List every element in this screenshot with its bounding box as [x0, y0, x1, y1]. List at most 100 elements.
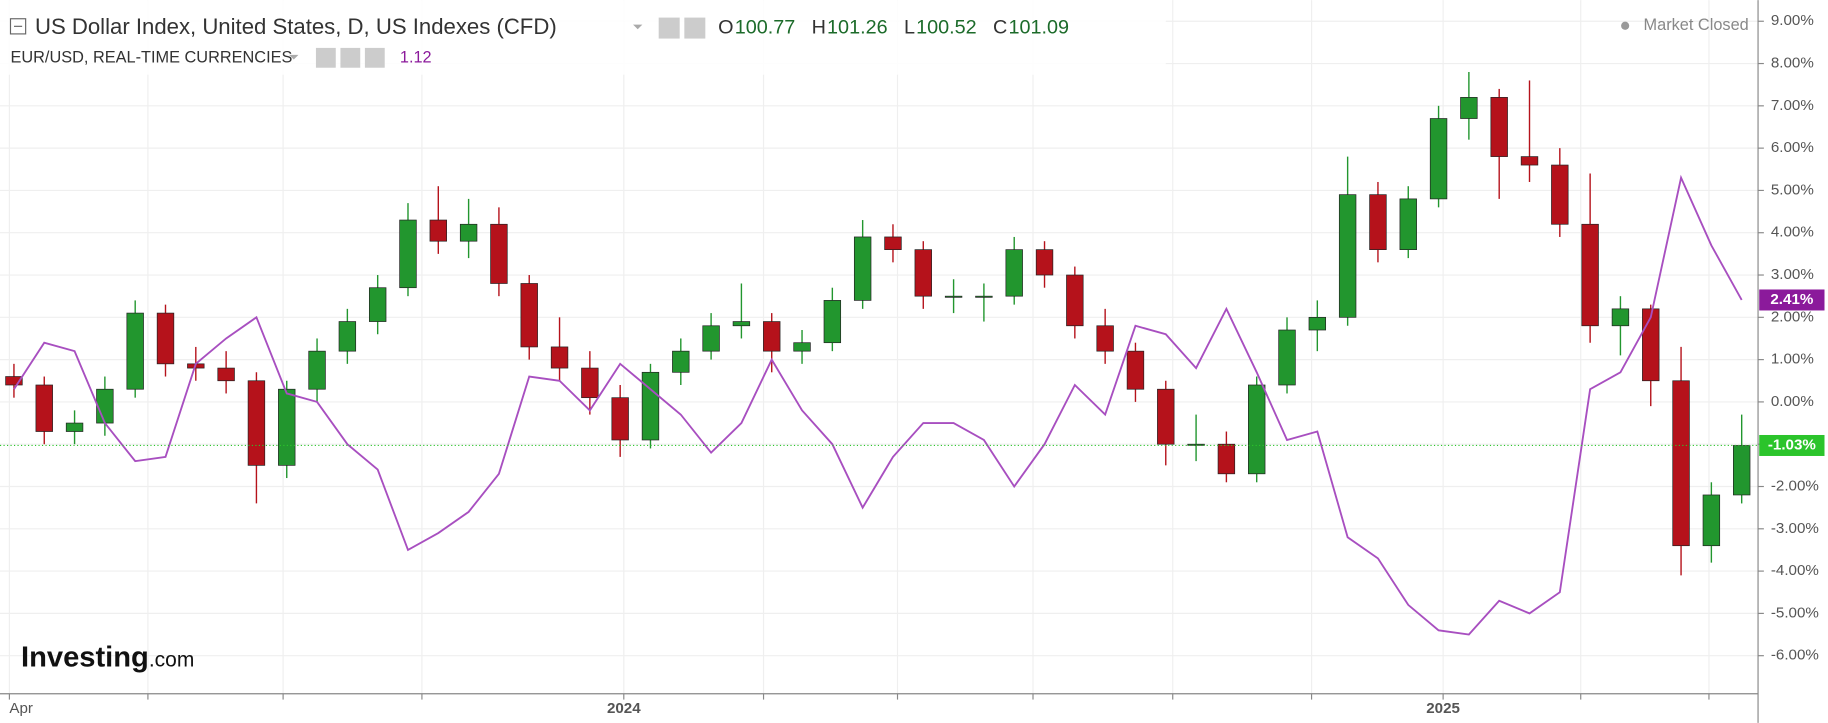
- watermark-suffix: .com: [149, 649, 194, 672]
- candle-body: [1369, 194, 1387, 250]
- y-tick-label: 7.00%: [1771, 97, 1814, 114]
- candle-body: [308, 350, 326, 390]
- overlay-line: [13, 174, 1743, 636]
- candle-body: [702, 325, 720, 352]
- dropdown[interactable]: [289, 54, 299, 60]
- candle-body: [399, 219, 417, 289]
- quote: O 100.77 H 101.26 L 100.52 C 101.09: [718, 16, 1069, 38]
- candle-body: [550, 346, 569, 369]
- close-icon[interactable]: [364, 47, 385, 68]
- candle-body: [1217, 443, 1236, 475]
- collapse-icon[interactable]: [9, 18, 27, 35]
- candle-body: [368, 287, 387, 322]
- settings-icon[interactable]: [658, 17, 680, 39]
- y-tick-label: 5.00%: [1771, 181, 1814, 198]
- y-tick-label: 8.00%: [1771, 55, 1814, 72]
- y-tick-label: 1.00%: [1771, 351, 1814, 368]
- plot: [0, 72, 1759, 636]
- candle-body: [96, 388, 114, 424]
- candle-body: [1581, 223, 1599, 327]
- candle-body: [581, 367, 599, 399]
- candle-body: [1551, 164, 1569, 225]
- market-status: Market Closed: [1644, 16, 1749, 34]
- watermark: Investing: [21, 641, 149, 673]
- y-tick-label: -6.00%: [1771, 647, 1819, 664]
- candle-body: [1005, 249, 1023, 297]
- candle-body: [35, 384, 53, 432]
- y-tick-label: -2.00%: [1771, 478, 1819, 495]
- y-tick-label: -3.00%: [1771, 520, 1819, 537]
- x-tick-label: Apr: [9, 700, 33, 717]
- quote-key: O: [718, 16, 733, 38]
- candle-body: [459, 223, 478, 242]
- candle-body: [278, 388, 296, 466]
- candle-body: [1611, 308, 1630, 327]
- candle-body: [1126, 350, 1145, 390]
- candle-body: [1429, 118, 1448, 200]
- candle-body: [1732, 445, 1751, 496]
- legend-bg: [0, 0, 1166, 75]
- candle-body: [490, 223, 508, 284]
- settings-icon[interactable]: [340, 47, 361, 68]
- candle-body: [1187, 443, 1205, 446]
- candle-body: [914, 249, 932, 297]
- candle-body: [1642, 308, 1660, 382]
- candle-body: [217, 367, 235, 382]
- x-tick-label: 2024: [607, 700, 641, 717]
- y-tick-label: 3.00%: [1771, 266, 1814, 283]
- candle-body: [1672, 380, 1690, 547]
- settings-icon[interactable]: [684, 17, 706, 39]
- candle-body: [1338, 194, 1357, 318]
- candle-body: [1278, 329, 1296, 386]
- y-tick-label: 2.00%: [1771, 308, 1814, 325]
- axes: 9.00% 8.00% 7.00% 6.00% 5.00% 4.00% 3.00% 2.00%…: [8, 12, 1825, 717]
- candle-body: [1399, 198, 1417, 250]
- quote-key: C: [993, 16, 1007, 38]
- overlay-name: EUR/USD, REAL-TIME CURRENCIES: [10, 49, 292, 67]
- x-tick-label: 2025: [1426, 700, 1460, 717]
- y-tick-label: 0.00%: [1771, 393, 1814, 410]
- candle-body: [126, 312, 144, 390]
- last-value-label: 2.41%: [1770, 291, 1813, 308]
- dropdown[interactable]: [633, 24, 643, 30]
- candle-body: [1702, 494, 1721, 547]
- y-tick-label: 4.00%: [1771, 224, 1814, 241]
- candle-body: [5, 376, 23, 386]
- candle-body: [1248, 384, 1266, 475]
- candle-body: [1096, 325, 1114, 352]
- candle-body: [65, 422, 84, 432]
- candle-body: [1157, 388, 1175, 445]
- candle-body: [672, 350, 690, 373]
- candle-body: [823, 300, 842, 344]
- quote-key: H: [812, 16, 826, 38]
- candle-body: [1460, 97, 1478, 119]
- last-value-tag: [1759, 289, 1825, 311]
- quote-value: 100.52: [916, 16, 977, 38]
- quote-value: 101.09: [1008, 16, 1069, 38]
- candle-body: [1035, 249, 1054, 276]
- y-tick-label: 9.00%: [1771, 12, 1814, 29]
- last-value-tag: [1759, 434, 1825, 456]
- quote-key: L: [904, 16, 915, 38]
- candle-body: [611, 397, 629, 441]
- overlay-value: 1.12: [400, 49, 432, 67]
- main-title: US Dollar Index, United States, D, US In…: [35, 14, 557, 39]
- candle-body: [763, 321, 781, 352]
- quote-value: 101.26: [827, 16, 888, 38]
- candle-body: [1490, 97, 1508, 157]
- quote-value: 100.77: [735, 16, 796, 38]
- candle-body: [853, 236, 872, 301]
- candle-body: [944, 295, 963, 298]
- candle-body: [520, 283, 538, 348]
- y-tick-label: 6.00%: [1771, 139, 1814, 156]
- candle-body: [338, 321, 357, 352]
- status-dot: [1621, 21, 1630, 30]
- candle-body: [156, 312, 175, 365]
- settings-icon[interactable]: [315, 47, 336, 68]
- candle-body: [429, 219, 447, 242]
- y-tick-label: -5.00%: [1771, 604, 1819, 621]
- candle-body: [1308, 316, 1327, 331]
- y-tick-label: -4.00%: [1771, 562, 1819, 579]
